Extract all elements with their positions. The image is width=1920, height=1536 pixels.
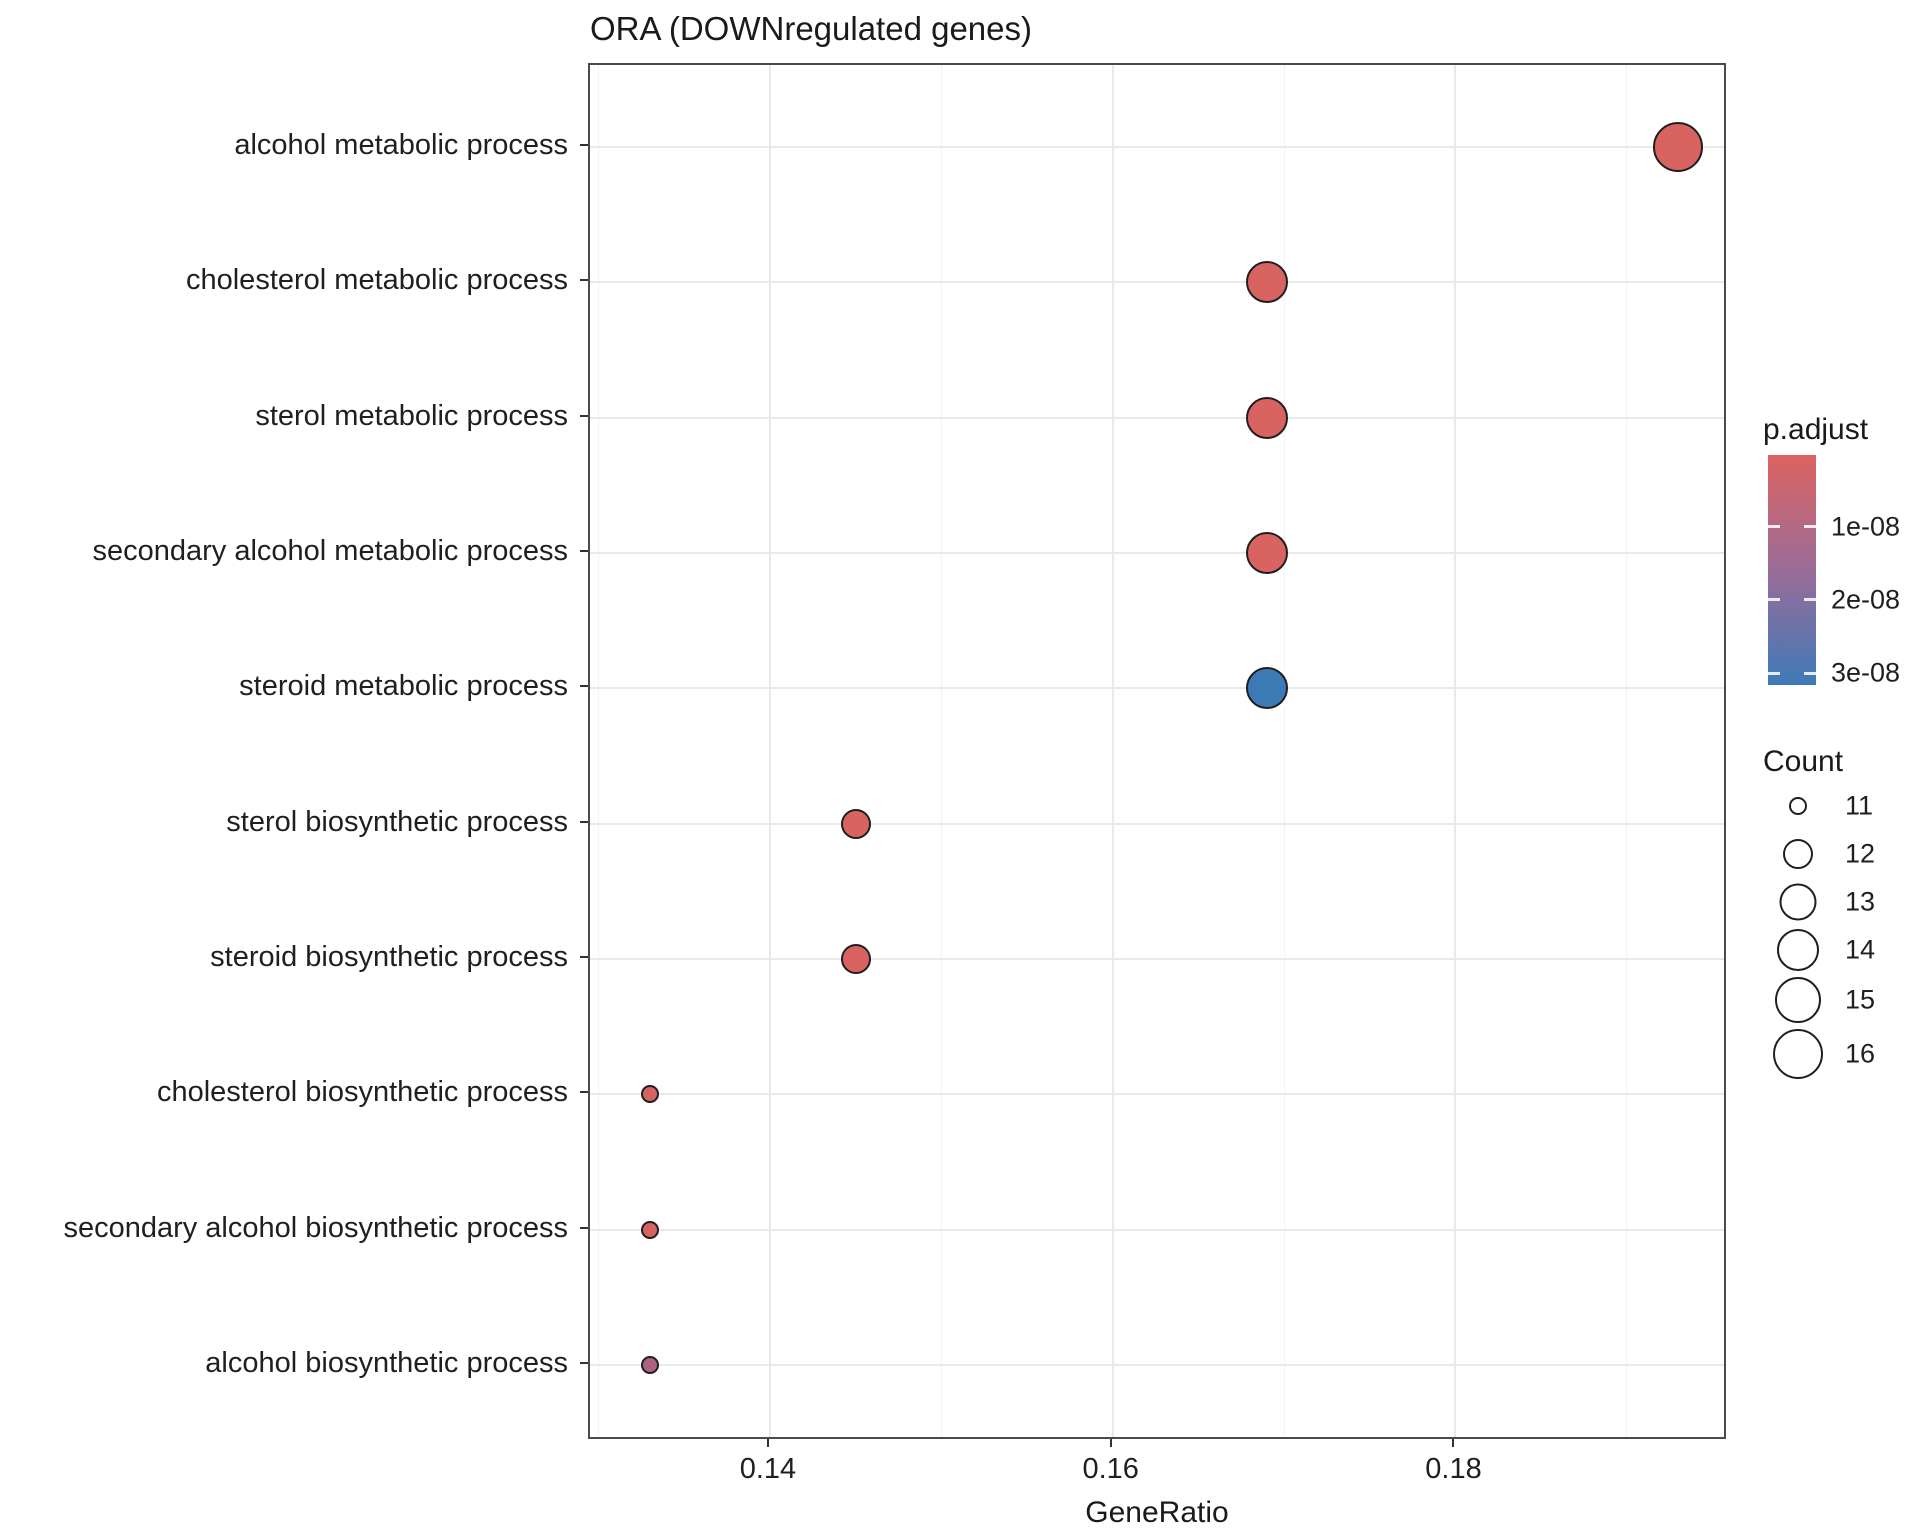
y-axis-tick (580, 279, 588, 282)
data-point (1245, 396, 1288, 439)
count-legend-circle (1775, 977, 1821, 1023)
count-legend-label: 14 (1845, 934, 1876, 965)
count-legend-title: Count (1763, 745, 1844, 778)
colorbar-tick-right (1804, 598, 1816, 602)
count-legend-entry: 15 (1763, 974, 1913, 1026)
x-axis-label: 0.14 (739, 1453, 797, 1485)
count-legend-entry: 11 (1763, 782, 1913, 830)
x-axis-tick (1109, 1439, 1112, 1447)
gridline-minor-vertical (1626, 65, 1628, 1437)
gridline-major-horizontal (590, 552, 1724, 555)
y-axis-label: alcohol metabolic process (234, 129, 568, 161)
count-legend-entry: 14 (1763, 926, 1913, 974)
y-axis-label: alcohol biosynthetic process (205, 1347, 568, 1380)
x-axis-tick (1452, 1439, 1455, 1447)
x-axis-title: GeneRatio (1085, 1496, 1229, 1529)
y-axis-label: sterol metabolic process (255, 399, 568, 432)
x-axis-tick (766, 1439, 769, 1447)
gridline-major-horizontal (590, 958, 1724, 961)
data-point (640, 1356, 659, 1375)
y-axis-tick (580, 550, 588, 553)
count-legend-circle (1779, 883, 1817, 921)
colorbar-tick-label: 1e-08 (1831, 511, 1901, 542)
count-legend-entry: 12 (1763, 830, 1913, 878)
colorbar-tick-left (1768, 598, 1780, 602)
count-legend-circle (1783, 839, 1813, 869)
count-legend-circle (1773, 1029, 1823, 1079)
data-point (840, 944, 871, 975)
y-axis-label: secondary alcohol metabolic process (92, 535, 568, 568)
x-axis-label: 0.18 (1425, 1453, 1482, 1485)
y-axis-tick (580, 1091, 588, 1094)
data-point (640, 1220, 659, 1239)
y-axis-tick (580, 414, 588, 417)
data-point (1245, 667, 1288, 710)
gridline-major-vertical (768, 65, 771, 1437)
gridline-major-vertical (1111, 65, 1114, 1437)
y-axis-tick (580, 956, 588, 959)
data-point (840, 808, 871, 839)
plot-title: ORA (DOWNregulated genes) (590, 10, 1033, 47)
count-legend-label: 15 (1845, 984, 1876, 1015)
gridline-major-horizontal (590, 1364, 1724, 1367)
y-axis-tick (580, 820, 588, 823)
count-legend-label: 16 (1845, 1038, 1876, 1069)
y-axis-label: steroid biosynthetic process (210, 941, 568, 974)
gridline-major-horizontal (590, 146, 1724, 148)
gridline-major-horizontal (590, 281, 1724, 284)
data-point (1245, 532, 1288, 575)
colorbar-tick-right (1804, 671, 1816, 675)
gridline-major-horizontal (590, 1228, 1724, 1231)
count-legend-label: 12 (1845, 838, 1876, 869)
gridline-minor-vertical (1283, 65, 1285, 1437)
count-legend-entries: 11 12 13 14 15 16 (1763, 782, 1913, 1082)
y-axis-label: steroid metabolic process (239, 670, 568, 703)
gridline-minor-vertical (940, 65, 942, 1437)
colorbar-tick-left (1768, 671, 1780, 675)
y-axis-label: secondary alcohol biosynthetic process (63, 1211, 568, 1244)
y-axis-tick (580, 1226, 588, 1229)
data-point (640, 1085, 659, 1104)
y-axis-tick (580, 685, 588, 688)
gridline-major-horizontal (590, 1093, 1724, 1096)
count-legend-label: 13 (1845, 886, 1876, 917)
gridline-major-vertical (1454, 65, 1457, 1437)
padjust-legend-title: p.adjust (1763, 413, 1869, 446)
data-point (1245, 261, 1288, 304)
padjust-colorbar (1768, 455, 1816, 685)
x-axis-label: 0.16 (1082, 1453, 1139, 1485)
data-point (1653, 122, 1704, 172)
y-axis-tick (580, 1362, 588, 1365)
colorbar-tick-label: 3e-08 (1831, 657, 1901, 688)
gridline-major-horizontal (590, 822, 1724, 825)
y-axis-label: cholesterol metabolic process (185, 264, 568, 297)
gridline-major-horizontal (590, 416, 1724, 419)
gridline-major-horizontal (590, 687, 1724, 690)
gridline-minor-vertical (598, 65, 600, 1437)
colorbar-tick-label: 2e-08 (1831, 584, 1901, 615)
count-legend-entry: 13 (1763, 878, 1913, 926)
count-legend-label: 11 (1845, 790, 1874, 821)
count-legend-circle (1777, 929, 1819, 971)
y-axis-tick (580, 144, 588, 146)
colorbar-tick-left (1768, 525, 1780, 529)
y-axis-label: sterol biosynthetic process (226, 805, 568, 838)
y-axis-label: cholesterol biosynthetic process (156, 1076, 568, 1109)
plot-panel (588, 63, 1726, 1439)
count-legend-entry: 16 (1763, 1026, 1913, 1082)
count-legend-circle (1789, 797, 1807, 815)
colorbar-tick-right (1804, 525, 1816, 529)
